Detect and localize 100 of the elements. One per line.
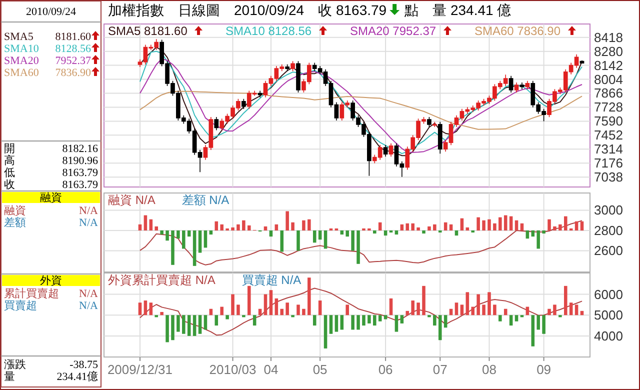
bar <box>291 222 294 230</box>
bar <box>264 294 268 316</box>
bar <box>536 230 540 249</box>
bar <box>373 230 376 234</box>
bar <box>356 230 360 264</box>
bar <box>144 300 148 316</box>
y-tick-label: 7038 <box>594 170 623 185</box>
y-tick-label: 6000 <box>594 286 623 302</box>
bar <box>192 315 196 336</box>
bar <box>220 224 224 230</box>
bar <box>236 224 240 230</box>
bar <box>406 310 410 316</box>
bar <box>280 230 284 252</box>
x-tick-label: 08 <box>482 362 496 377</box>
bar <box>346 304 349 316</box>
bar <box>312 230 316 243</box>
bar <box>488 219 491 230</box>
bar <box>466 227 470 230</box>
bar <box>329 315 333 334</box>
bar <box>564 216 568 230</box>
y-tick-label: 7176 <box>594 156 623 171</box>
bar <box>384 315 388 320</box>
bar <box>312 315 316 326</box>
bar <box>553 304 556 316</box>
bar <box>356 315 360 330</box>
text: 8128.56 <box>55 43 91 55</box>
bar <box>514 315 518 322</box>
bar <box>340 315 344 330</box>
bar <box>488 292 491 316</box>
y-tick-label: 7452 <box>594 128 623 143</box>
bar <box>493 304 496 316</box>
y-tick-label: 7590 <box>594 114 623 129</box>
bar <box>318 300 322 316</box>
chart-subtitle: 點 量 234.41 億 <box>404 2 512 18</box>
text: 2010/09/24 <box>26 6 77 18</box>
x-tick-label: 2009/12/31 <box>107 362 173 377</box>
bar <box>564 286 568 316</box>
text: 7836.90 <box>55 67 91 79</box>
candlestick <box>383 144 388 158</box>
bar <box>269 230 273 237</box>
bar <box>373 315 376 326</box>
bar <box>149 219 153 230</box>
bar <box>493 223 496 230</box>
bar <box>454 302 458 316</box>
category-label: SMA10 <box>4 43 40 55</box>
bar <box>444 222 448 230</box>
bar <box>248 225 251 230</box>
bar <box>422 286 426 316</box>
bar <box>416 302 420 316</box>
bar <box>334 315 338 332</box>
x-tick-label: 07 <box>432 362 448 377</box>
bar <box>138 302 142 316</box>
bar <box>411 300 414 316</box>
y-tick-label: 8004 <box>594 72 623 87</box>
bar <box>504 215 508 230</box>
y-tick-label: 8142 <box>594 58 623 73</box>
bar <box>542 230 546 234</box>
bar <box>274 224 278 230</box>
bar <box>378 222 382 230</box>
bar <box>198 315 202 334</box>
text: 7952.37 <box>55 55 91 67</box>
text: 外資累計買賣超 N/A <box>108 273 216 287</box>
text: 外資 <box>40 275 62 287</box>
candlestick <box>296 60 300 93</box>
bar <box>444 315 448 328</box>
series-label: SMA5 8181.60 <box>108 24 188 38</box>
x-tick-label: 09 <box>536 362 552 377</box>
category-label: 差額 <box>4 216 26 229</box>
bar <box>482 220 486 230</box>
bar <box>324 230 328 249</box>
bar <box>248 286 251 316</box>
category-label: SMA60 <box>4 67 40 79</box>
category-label: 量 <box>4 371 15 383</box>
bar <box>280 308 284 316</box>
bar <box>231 294 234 316</box>
bar <box>536 315 540 330</box>
candlestick <box>285 64 290 72</box>
bar <box>394 230 398 235</box>
y-tick-label: 2600 <box>594 243 623 258</box>
category-label: 開 <box>4 143 15 155</box>
bar <box>389 298 393 316</box>
bar <box>542 315 546 334</box>
text: N/A <box>79 217 98 229</box>
text: 融資 N/A <box>108 193 156 207</box>
bar <box>308 219 311 230</box>
bar <box>498 315 502 322</box>
bar <box>471 306 474 316</box>
y-tick-label: 5000 <box>594 308 623 323</box>
y-tick-label: 3000 <box>594 202 623 218</box>
category-label: 低 <box>4 167 15 179</box>
bar <box>531 315 535 346</box>
bar <box>416 227 420 230</box>
candlestick <box>388 142 394 158</box>
text: -38.75 <box>70 359 98 371</box>
candlestick <box>214 116 219 131</box>
bar <box>460 218 464 230</box>
bar <box>296 230 300 251</box>
category-label: 融資 <box>4 205 26 217</box>
bar <box>154 226 158 230</box>
bar <box>144 215 148 230</box>
